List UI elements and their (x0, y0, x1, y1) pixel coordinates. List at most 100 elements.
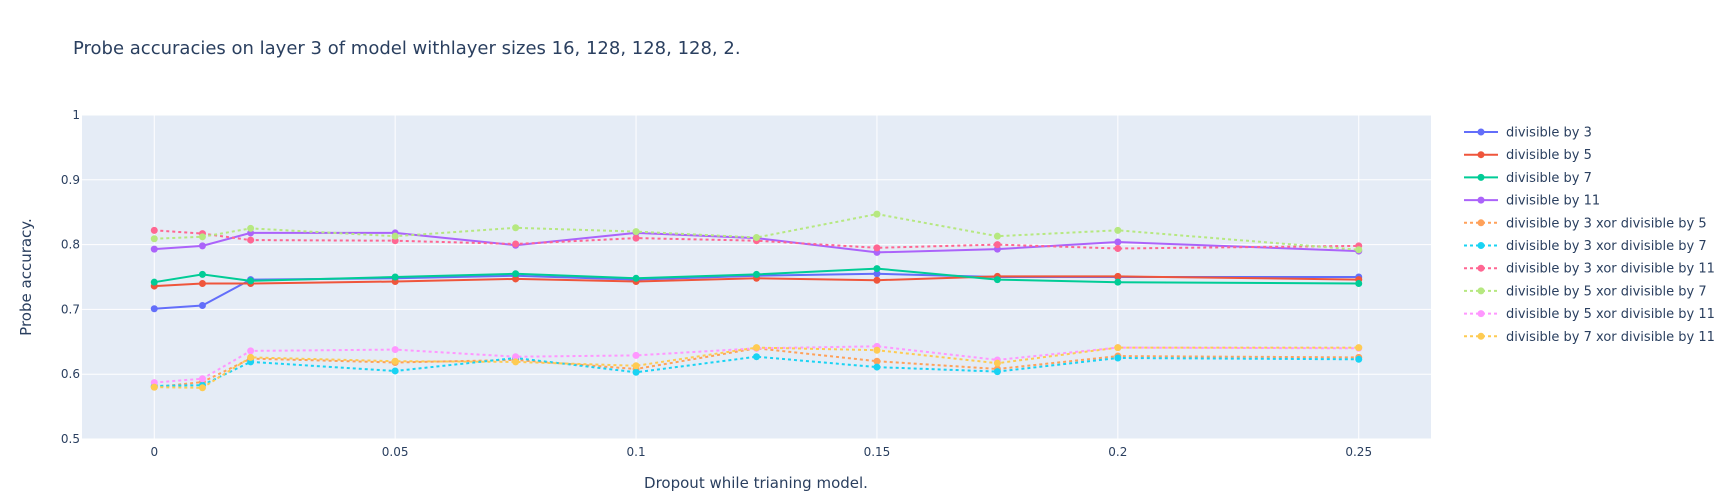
data-point (150, 383, 158, 391)
legend-item[interactable]: divisible by 5 xor divisible by 11 (1464, 307, 1715, 322)
data-point (993, 359, 1001, 367)
x-tick-label: 0.2 (1108, 445, 1127, 459)
data-point (150, 235, 158, 243)
series-layer (150, 210, 1363, 392)
legend-marker (1477, 332, 1485, 340)
data-point (150, 226, 158, 234)
data-point (247, 224, 255, 232)
series-line (154, 213, 1359, 251)
y-tick-label: 0.6 (61, 367, 80, 381)
data-point (1355, 279, 1363, 287)
data-point (512, 353, 520, 361)
data-point (198, 233, 206, 241)
legend-marker (1477, 128, 1485, 136)
y-axis-ticks: 0.5 0.6 0.7 0.8 0.9 1 (61, 108, 80, 446)
legend-label: divisible by 3 xor divisible by 7 (1506, 239, 1707, 254)
legend-item[interactable]: divisible by 3 xor divisible by 5 (1464, 216, 1707, 231)
data-point (632, 351, 640, 359)
data-point (198, 242, 206, 250)
series-7 (150, 226, 1363, 252)
legend-marker (1477, 173, 1485, 181)
data-point (632, 274, 640, 282)
x-tick-label: 0 (150, 445, 158, 459)
legend-item[interactable]: divisible by 3 (1464, 126, 1592, 141)
legend-item[interactable]: divisible by 7 (1464, 171, 1592, 186)
series-line (154, 346, 1359, 389)
y-tick-label: 0.7 (61, 302, 80, 316)
data-point (391, 346, 399, 354)
data-point (873, 357, 881, 365)
series-line (154, 345, 1359, 384)
legend-item[interactable]: divisible by 7 xor divisible by 11 (1464, 330, 1715, 345)
data-point (512, 240, 520, 248)
data-point (753, 353, 760, 361)
data-point (1114, 238, 1122, 246)
data-point (247, 236, 255, 244)
legend-label: divisible by 5 (1506, 148, 1592, 163)
data-point (198, 270, 206, 278)
data-point (512, 358, 520, 366)
data-point (873, 270, 881, 278)
data-point (1114, 344, 1122, 352)
data-point (632, 234, 640, 242)
legend-marker (1477, 287, 1485, 295)
data-point (993, 276, 1001, 284)
data-point (198, 279, 206, 287)
legend-marker (1477, 196, 1485, 204)
data-point (993, 368, 1001, 376)
legend-marker (1477, 151, 1485, 159)
data-point (150, 245, 158, 253)
data-point (247, 353, 255, 361)
data-point (753, 344, 760, 352)
x-tick-label: 0.1 (627, 445, 646, 459)
legend-label: divisible by 3 xor divisible by 5 (1506, 216, 1707, 231)
x-tick-label: 0.15 (864, 445, 891, 459)
data-point (873, 244, 881, 252)
data-point (873, 210, 881, 218)
data-point (1114, 278, 1122, 286)
legend-label: divisible by 3 xor divisible by 11 (1506, 262, 1715, 277)
data-point (993, 232, 1001, 240)
legend-item[interactable]: divisible by 11 (1464, 194, 1600, 209)
data-point (873, 276, 881, 284)
y-tick-label: 0.8 (61, 238, 80, 252)
data-point (150, 278, 158, 286)
data-point (632, 228, 640, 236)
legend-label: divisible by 5 xor divisible by 11 (1506, 307, 1715, 322)
y-tick-label: 1 (72, 108, 80, 122)
series-10 (150, 344, 1363, 392)
data-point (873, 346, 881, 354)
series-8 (150, 210, 1363, 254)
x-axis-title: Dropout while trianing model. (644, 474, 868, 492)
data-point (632, 362, 640, 370)
data-point (198, 302, 206, 310)
data-point (993, 241, 1001, 249)
legend-label: divisible by 7 (1506, 171, 1592, 186)
data-point (512, 270, 520, 278)
legend-marker (1477, 219, 1485, 227)
data-point (391, 273, 399, 281)
x-axis-ticks: 0 0.05 0.1 0.15 0.2 0.25 (150, 445, 1372, 459)
legend-marker (1477, 310, 1485, 318)
data-point (198, 375, 206, 383)
data-point (632, 368, 640, 376)
data-point (1114, 272, 1122, 280)
x-tick-label: 0.25 (1345, 445, 1372, 459)
data-point (1114, 244, 1122, 252)
data-point (198, 384, 206, 392)
legend-item[interactable]: divisible by 3 xor divisible by 11 (1464, 262, 1715, 277)
data-point (391, 367, 399, 375)
legend-marker (1477, 264, 1485, 272)
series-3 (150, 265, 1363, 287)
legend-item[interactable]: divisible by 3 xor divisible by 7 (1464, 239, 1707, 254)
legend-item[interactable]: divisible by 5 xor divisible by 7 (1464, 284, 1707, 299)
data-point (391, 232, 399, 240)
data-point (1355, 246, 1363, 254)
legend-label: divisible by 7 xor divisible by 11 (1506, 330, 1715, 345)
legend-item[interactable]: divisible by 5 (1464, 148, 1592, 163)
legend: divisible by 3 divisible by 5 divisible by… (1464, 126, 1715, 345)
data-point (753, 233, 760, 241)
y-tick-label: 0.9 (61, 173, 80, 187)
legend-label: divisible by 11 (1506, 194, 1600, 209)
